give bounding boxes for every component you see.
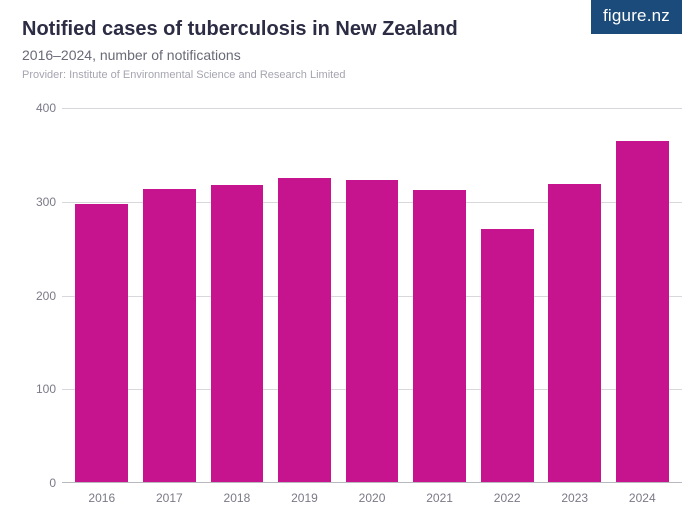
bar (413, 190, 466, 483)
x-axis-label: 2020 (338, 487, 406, 507)
x-axis-label: 2017 (136, 487, 204, 507)
x-axis-label: 2023 (541, 487, 609, 507)
bar (616, 141, 669, 483)
logo-badge: figure.nz (591, 0, 682, 34)
bar-slot (136, 108, 204, 483)
bar (211, 185, 264, 483)
x-axis-label: 2018 (203, 487, 271, 507)
y-axis-label: 300 (22, 195, 56, 209)
bar-slot (609, 108, 677, 483)
bar (278, 178, 331, 483)
x-axis-label: 2021 (406, 487, 474, 507)
y-axis-label: 100 (22, 382, 56, 396)
bar-slot (406, 108, 474, 483)
bar (548, 184, 601, 483)
x-axis-line (62, 482, 682, 483)
y-axis-label: 0 (22, 476, 56, 490)
chart-subtitle: 2016–2024, number of notifications (22, 47, 678, 63)
y-axis-label: 200 (22, 289, 56, 303)
bar (346, 180, 399, 483)
bar-slot (68, 108, 136, 483)
logo-text: figure.nz (603, 6, 670, 25)
bar (143, 189, 196, 483)
chart-area: 0100200300400 20162017201820192020202120… (22, 108, 682, 507)
x-axis-label: 2019 (271, 487, 339, 507)
y-axis-label: 400 (22, 101, 56, 115)
plot-area (62, 108, 682, 483)
x-axis-label: 2024 (609, 487, 677, 507)
bar (75, 204, 128, 483)
bars-container (62, 108, 682, 483)
x-axis-labels: 201620172018201920202021202220232024 (62, 487, 682, 507)
bar-slot (473, 108, 541, 483)
chart-provider: Provider: Institute of Environmental Sci… (22, 69, 678, 81)
chart-title: Notified cases of tuberculosis in New Ze… (22, 18, 678, 41)
bar (481, 229, 534, 483)
x-axis-label: 2022 (473, 487, 541, 507)
bar-slot (203, 108, 271, 483)
bar-slot (338, 108, 406, 483)
bar-slot (271, 108, 339, 483)
x-axis-label: 2016 (68, 487, 136, 507)
bar-slot (541, 108, 609, 483)
